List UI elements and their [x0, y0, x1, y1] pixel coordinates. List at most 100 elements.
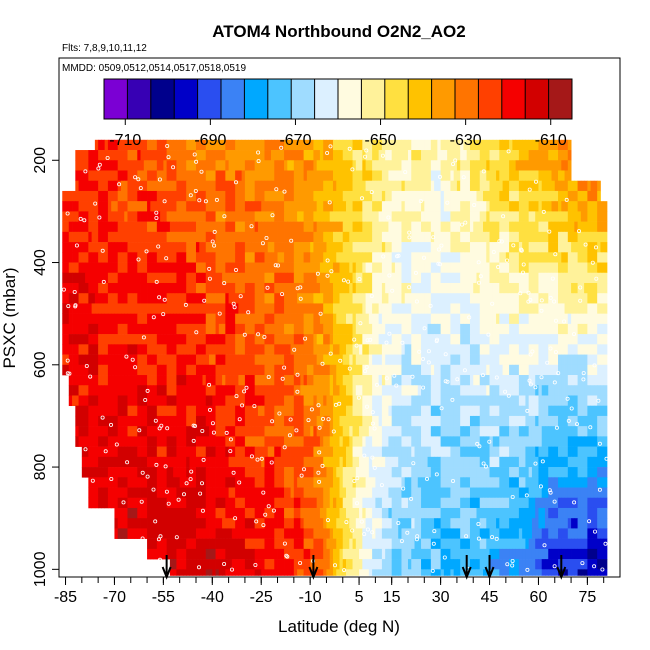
heatmap-cell	[544, 272, 549, 284]
heatmap-cell	[117, 211, 122, 222]
heatmap-cell	[329, 303, 334, 314]
heatmap-cell	[222, 334, 226, 345]
heatmap-cell	[316, 160, 321, 171]
heatmap-cell	[401, 201, 406, 212]
heatmap-cell	[567, 313, 572, 325]
heatmap-cell	[329, 344, 334, 355]
heatmap-cell	[460, 190, 464, 202]
heatmap-cell	[401, 170, 406, 182]
heatmap-cell	[515, 262, 520, 274]
heatmap-cell	[199, 150, 203, 161]
heatmap-cell	[558, 272, 562, 284]
heatmap-cell	[391, 252, 396, 263]
heatmap-cell	[372, 344, 376, 355]
heatmap-cell	[525, 139, 530, 151]
heatmap-cell	[85, 405, 89, 417]
heatmap-cell	[548, 395, 552, 407]
heatmap-cell	[147, 211, 151, 222]
heatmap-cell	[577, 221, 582, 233]
heatmap-cell	[486, 375, 490, 386]
heatmap-cell	[544, 405, 549, 417]
heatmap-cell	[466, 272, 471, 284]
heatmap-cell	[130, 303, 135, 314]
heatmap-cell	[68, 252, 73, 263]
heatmap-cell	[212, 395, 216, 407]
heatmap-cell	[600, 436, 605, 447]
heatmap-cell	[306, 323, 311, 335]
heatmap-cell	[238, 395, 243, 407]
heatmap-cell	[306, 170, 311, 182]
heatmap-cell	[375, 354, 380, 366]
heatmap-cell	[580, 293, 585, 304]
heatmap-cell	[349, 231, 353, 243]
heatmap-cell	[326, 375, 331, 386]
heatmap-cell	[424, 170, 428, 182]
heatmap-cell	[574, 344, 578, 355]
heatmap-cell	[205, 405, 210, 417]
heatmap-cell	[443, 313, 448, 325]
heatmap-cell	[385, 242, 389, 253]
heatmap-cell	[310, 395, 314, 407]
heatmap-cell	[127, 323, 132, 335]
heatmap-cell	[173, 313, 177, 325]
heatmap-cell	[339, 323, 344, 335]
heatmap-cell	[81, 375, 86, 386]
heatmap-cell	[85, 282, 89, 294]
heatmap-cell	[424, 139, 428, 151]
heatmap-cell	[199, 201, 203, 212]
heatmap-cell	[541, 272, 546, 284]
heatmap-cell	[293, 334, 298, 345]
heatmap-cell	[355, 344, 360, 355]
heatmap-cell	[176, 303, 181, 314]
heatmap-cell	[385, 426, 389, 437]
heatmap-cell	[169, 405, 174, 417]
heatmap-cell	[365, 395, 370, 407]
heatmap-cell	[535, 252, 539, 263]
heatmap-cell	[574, 190, 578, 202]
heatmap-cell	[88, 293, 93, 304]
heatmap-cell	[137, 405, 141, 417]
heatmap-cell	[140, 436, 145, 447]
heatmap-cell	[522, 150, 526, 161]
heatmap-cell	[306, 303, 311, 314]
heatmap-cell	[189, 364, 194, 376]
heatmap-cell	[427, 160, 432, 171]
heatmap-cell	[479, 313, 484, 325]
heatmap-cell	[512, 415, 517, 427]
heatmap-cell	[130, 190, 135, 202]
heatmap-cell	[166, 385, 171, 396]
heatmap-cell	[381, 150, 386, 161]
heatmap-cell	[398, 323, 402, 335]
heatmap-cell	[407, 190, 412, 202]
heatmap-cell	[443, 272, 448, 284]
heatmap-cell	[186, 436, 190, 447]
heatmap-cell	[94, 180, 99, 192]
heatmap-cell	[264, 446, 269, 458]
heatmap-cell	[518, 211, 523, 222]
heatmap-cell	[362, 426, 366, 437]
heatmap-cell	[147, 170, 151, 182]
heatmap-cell	[114, 160, 119, 171]
heatmap-cell	[101, 375, 106, 386]
heatmap-cell	[385, 201, 389, 212]
heatmap-cell	[440, 252, 445, 263]
heatmap-cell	[176, 354, 181, 366]
heatmap-cell	[300, 375, 305, 386]
heatmap-cell	[81, 395, 86, 407]
heatmap-cell	[231, 252, 236, 263]
heatmap-cell	[535, 211, 539, 222]
heatmap-cell	[372, 303, 376, 314]
heatmap-cell	[101, 160, 106, 171]
heatmap-cell	[114, 426, 119, 437]
heatmap-cell	[541, 180, 546, 192]
heatmap-cell	[218, 211, 223, 222]
heatmap-cell	[228, 375, 233, 386]
heatmap-cell	[284, 252, 288, 263]
heatmap-cell	[577, 272, 582, 284]
heatmap-cell	[394, 426, 399, 437]
heatmap-cell	[300, 221, 305, 233]
heatmap-cell	[156, 139, 161, 151]
heatmap-cell	[130, 150, 135, 161]
heatmap-cell	[561, 354, 565, 366]
heatmap-cell	[414, 262, 419, 274]
